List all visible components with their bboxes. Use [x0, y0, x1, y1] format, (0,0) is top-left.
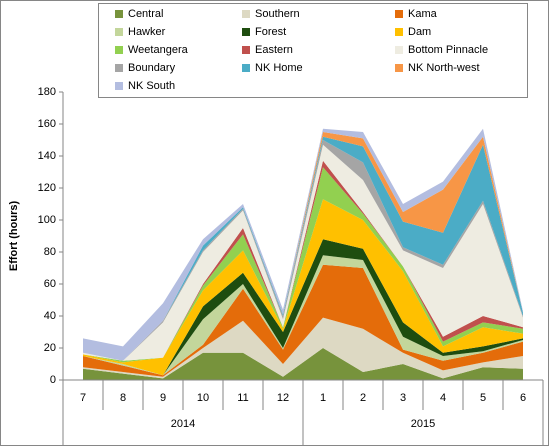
y-tick-label: 140 [38, 150, 56, 162]
legend-label: Dam [408, 26, 431, 38]
x-tick-label: 7 [80, 392, 86, 404]
y-tick-label: 120 [38, 182, 56, 194]
legend-label: Boundary [128, 62, 176, 74]
y-tick-label: 60 [44, 278, 56, 290]
x-tick-label: 4 [440, 392, 446, 404]
y-tick-label: 160 [38, 118, 56, 130]
legend-label: Hawker [128, 26, 166, 38]
legend-swatch [115, 28, 123, 36]
area [83, 239, 523, 376]
x-tick-label: 11 [237, 392, 248, 404]
legend-label: Weetangera [128, 44, 189, 56]
x-tick-label: 5 [480, 392, 486, 404]
x-tick-label: 6 [520, 392, 526, 404]
legend-swatch [115, 10, 123, 18]
y-tick-label: 100 [38, 214, 56, 226]
x-tick-label: 10 [197, 392, 209, 404]
area [83, 255, 523, 376]
legend-swatch [115, 82, 123, 90]
x-tick-label: 12 [277, 392, 289, 404]
area [83, 264, 523, 377]
legend-swatch [242, 64, 250, 72]
y-tick-label: 0 [50, 374, 56, 386]
legend-swatch [242, 46, 250, 54]
group-label: 2014 [171, 418, 195, 430]
legend-swatch [395, 46, 403, 54]
y-tick-label: 80 [44, 246, 56, 258]
legend-swatch [115, 64, 123, 72]
area [83, 136, 523, 361]
legend-swatch [395, 64, 403, 72]
legend-box [98, 3, 528, 98]
legend-swatch [242, 28, 250, 36]
x-tick-label: 9 [160, 392, 166, 404]
legend-label: Central [128, 8, 163, 20]
legend-label: Bottom Pinnacle [408, 44, 488, 56]
legend-label: Eastern [255, 44, 293, 56]
y-tick-label: 40 [44, 310, 56, 322]
legend-label: Kama [408, 8, 438, 20]
legend-label: NK South [128, 80, 175, 92]
legend-swatch [242, 10, 250, 18]
x-tick-label: 2 [360, 392, 366, 404]
legend-swatch [395, 28, 403, 36]
group-label: 2015 [411, 418, 435, 430]
x-tick-label: 8 [120, 392, 126, 404]
legend-label: NK Home [255, 62, 303, 74]
area [83, 317, 523, 379]
legend-swatch [115, 46, 123, 54]
legend-label: Forest [255, 26, 286, 38]
area [83, 348, 523, 380]
legend-label: NK North-west [408, 62, 480, 74]
legend-label: Southern [255, 8, 300, 20]
y-tick-label: 20 [44, 342, 56, 354]
y-tick-label: 180 [38, 86, 56, 98]
x-tick-label: 3 [400, 392, 406, 404]
legend-swatch [395, 10, 403, 18]
x-tick-label: 1 [320, 392, 326, 404]
y-axis-label: Effort (hours) [8, 201, 20, 272]
